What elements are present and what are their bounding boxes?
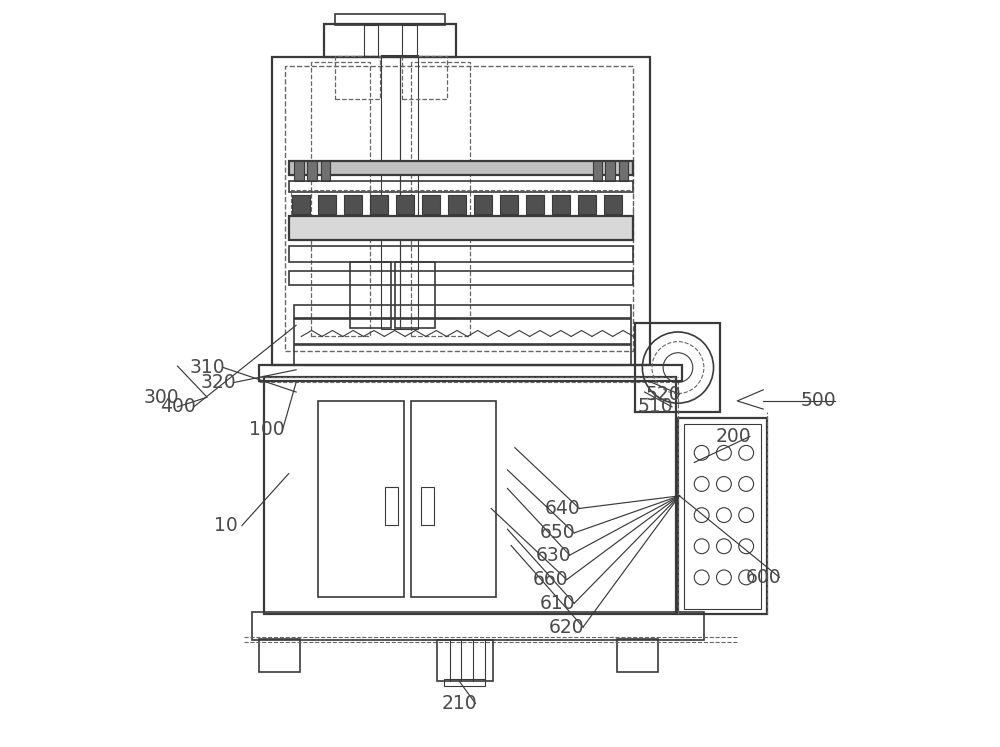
Bar	[381, 55, 400, 329]
Bar	[474, 195, 492, 214]
Bar	[344, 195, 362, 214]
Bar	[526, 195, 544, 214]
Text: 510: 510	[638, 397, 674, 416]
Bar	[259, 639, 300, 672]
Bar	[552, 195, 570, 214]
Bar	[311, 62, 370, 336]
Bar	[684, 424, 761, 610]
Bar	[635, 323, 720, 412]
Bar	[500, 195, 518, 214]
Text: 620: 620	[549, 618, 585, 636]
Bar	[289, 246, 633, 262]
Bar	[252, 613, 704, 640]
Bar	[396, 195, 414, 214]
Bar	[437, 640, 493, 681]
Bar	[291, 190, 633, 217]
Bar	[289, 161, 633, 175]
Bar	[324, 24, 456, 57]
Bar	[307, 161, 317, 181]
Bar	[335, 56, 380, 99]
Text: 650: 650	[540, 524, 576, 542]
Text: 400: 400	[160, 397, 195, 416]
Text: 10: 10	[214, 516, 238, 535]
Bar	[617, 639, 658, 672]
Bar	[578, 195, 596, 214]
Bar	[272, 57, 650, 365]
Bar	[294, 161, 304, 181]
Bar	[421, 487, 434, 525]
Text: 630: 630	[536, 545, 571, 565]
Text: 520: 520	[645, 385, 681, 404]
Text: 300: 300	[143, 388, 179, 406]
Bar	[318, 401, 404, 598]
Bar	[619, 161, 628, 181]
Bar	[350, 262, 391, 327]
Bar	[411, 401, 496, 598]
Text: 100: 100	[249, 420, 284, 438]
Bar	[321, 161, 330, 181]
Text: 320: 320	[200, 373, 236, 392]
Bar	[364, 25, 378, 56]
Bar	[395, 262, 435, 327]
Bar	[294, 345, 631, 365]
Bar	[448, 195, 466, 214]
Bar	[593, 161, 602, 181]
Bar	[385, 487, 398, 525]
Text: 640: 640	[545, 499, 581, 518]
Text: 600: 600	[745, 568, 781, 587]
Bar	[285, 66, 633, 351]
Bar	[289, 217, 633, 240]
Bar	[292, 195, 310, 214]
Text: 210: 210	[441, 694, 477, 713]
Bar	[402, 25, 417, 56]
Text: 610: 610	[540, 594, 576, 613]
Bar	[335, 14, 445, 25]
Bar	[402, 56, 447, 99]
Text: 500: 500	[801, 391, 837, 410]
Bar	[678, 418, 767, 615]
Bar	[294, 305, 631, 318]
Bar	[604, 195, 622, 214]
Bar	[444, 679, 485, 686]
Bar	[605, 161, 615, 181]
Text: 200: 200	[716, 427, 751, 446]
Bar	[318, 195, 336, 214]
Bar	[259, 365, 682, 381]
Bar	[289, 271, 633, 285]
Bar	[422, 195, 440, 214]
Bar	[411, 62, 470, 336]
Text: 310: 310	[189, 358, 225, 377]
Bar	[370, 195, 388, 214]
Bar	[294, 320, 631, 344]
Bar	[400, 55, 418, 329]
Bar	[264, 377, 676, 615]
Text: 660: 660	[533, 570, 568, 589]
Bar	[289, 182, 633, 192]
